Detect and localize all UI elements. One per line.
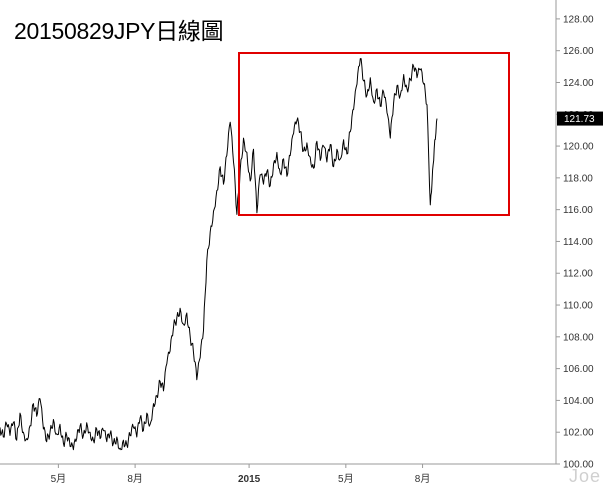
y-tick-label: 100.00 (563, 460, 594, 471)
x-tick-label: 2015 (238, 474, 261, 485)
last-price-badge (557, 111, 603, 126)
y-tick-label: 116.00 (563, 205, 593, 216)
y-tick-label: 128.00 (563, 14, 594, 25)
y-tick-label: 114.00 (563, 237, 593, 248)
y-tick-label: 104.00 (563, 396, 594, 407)
x-tick-label: 5月 (338, 473, 354, 485)
x-tick-label: 8月 (127, 473, 143, 485)
consolidation-highlight-box (238, 52, 510, 216)
last-price-marker: 121.73 (557, 111, 603, 126)
price-series-line (0, 58, 438, 451)
x-tick-label: 8月 (415, 473, 431, 485)
y-tick-label: 118.00 (563, 173, 593, 184)
y-tick-label: 112.00 (563, 269, 593, 280)
y-tick-label: 110.00 (563, 301, 593, 312)
y-tick-label: 108.00 (563, 332, 594, 343)
x-axis: 5月 8月 2015 5月 8月 (0, 463, 556, 485)
y-axis: 128.00126.00124.00122.00120.00118.00116.… (555, 0, 594, 471)
y-tick-label: 106.00 (563, 364, 594, 375)
chart-title: 20150829JPY日線圖 (14, 18, 224, 44)
y-tick-label: 102.00 (563, 428, 594, 439)
plot-area (0, 58, 438, 451)
y-tick-label: 120.00 (563, 142, 594, 153)
last-price-label: 121.73 (564, 114, 595, 125)
y-tick-label: 124.00 (563, 78, 594, 89)
y-tick-label: 126.00 (563, 46, 594, 57)
watermark: Joe (568, 466, 601, 486)
x-tick-label: 5月 (51, 473, 67, 485)
